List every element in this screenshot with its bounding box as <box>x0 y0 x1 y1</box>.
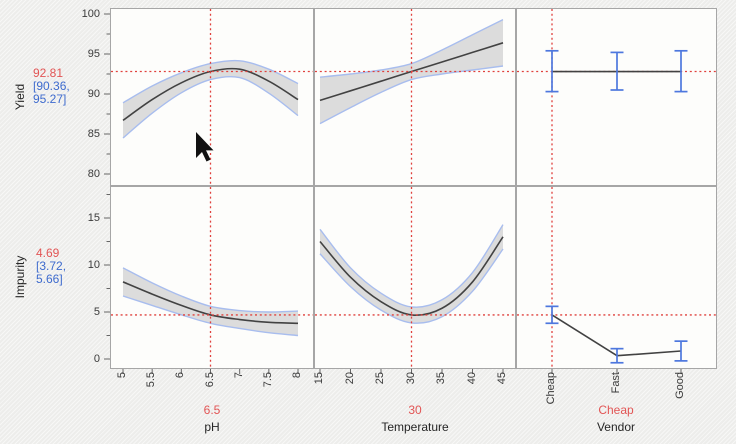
impurity-ci-line1: [3.72, <box>36 259 67 273</box>
panel-border <box>314 186 516 369</box>
response-axis-label-impurity: Impurity <box>13 255 27 299</box>
x-tick-label: 7 <box>232 372 245 379</box>
yield-current-value[interactable]: 92.81 <box>33 66 64 80</box>
y-tick-label: 85 <box>87 128 100 140</box>
x-tick-label: 25 <box>374 372 386 385</box>
error-bar <box>674 49 688 93</box>
x-tick-label: 8 <box>291 372 303 379</box>
profile-cell-impurity-temperature[interactable] <box>314 186 516 369</box>
x-tick-label: 5.5 <box>145 372 158 388</box>
x-tick-label: 20 <box>343 372 356 385</box>
y-tick-label: 95 <box>87 48 100 60</box>
profile-cell-impurity-ph[interactable] <box>110 186 314 369</box>
error-bar <box>610 347 624 364</box>
x-tick-label: 6.5 <box>203 372 216 388</box>
temperature-current-value[interactable]: 30 <box>408 403 422 417</box>
prediction-curve <box>122 281 299 325</box>
panel-border <box>110 8 314 186</box>
error-bar <box>610 51 624 91</box>
y-tick-label: 5 <box>93 306 100 318</box>
y-tick-label: 100 <box>81 8 100 20</box>
panel-border <box>314 8 516 186</box>
band-upper-edge <box>319 224 504 308</box>
error-bar <box>545 305 559 325</box>
panel-border <box>516 186 717 369</box>
x-tick-label: Fast <box>610 372 622 394</box>
impurity-current-value[interactable]: 4.69 <box>36 246 60 260</box>
band-lower-edge <box>122 75 299 139</box>
x-tick-label: 7.5 <box>261 372 274 388</box>
yield-prediction-block: 92.81 [90.36, 95.27] <box>33 67 70 106</box>
y-tick-label: 90 <box>87 88 100 100</box>
ph-current-value[interactable]: 6.5 <box>203 403 221 417</box>
vendor-factor-block: Cheap Vendor <box>546 402 686 436</box>
x-tick-label: 35 <box>435 372 447 385</box>
temperature-factor-name: Temperature <box>381 420 449 434</box>
confidence-band <box>123 60 298 138</box>
band-lower-edge <box>319 65 504 125</box>
profile-cell-yield-ph[interactable] <box>110 8 314 186</box>
impurity-prediction-block: 4.69 [3.72, 5.66] <box>36 247 66 286</box>
x-tick-label: 6 <box>174 372 187 379</box>
impurity-ci-line2: 5.66] <box>36 272 63 286</box>
profile-cell-impurity-vendor[interactable] <box>516 186 717 369</box>
x-tick-label: 45 <box>496 372 508 385</box>
confidence-band <box>123 267 298 336</box>
x-tick-label: 30 <box>404 372 417 385</box>
vendor-factor-name: Vendor <box>596 420 636 434</box>
profile-cell-yield-vendor[interactable] <box>516 8 717 186</box>
ph-factor-name: pH <box>204 420 220 434</box>
vendor-current-value[interactable]: Cheap <box>598 403 634 417</box>
profile-cell-yield-temperature[interactable] <box>314 8 516 186</box>
y-tick-label: 80 <box>87 168 100 180</box>
x-tick-label: 40 <box>465 372 478 385</box>
x-tick-label: 15 <box>313 372 325 385</box>
x-tick-label: 5 <box>116 372 128 379</box>
response-axis-label-yield: Yield <box>13 83 27 111</box>
yield-ci-line2: 95.27] <box>33 92 67 106</box>
y-tick-label: 15 <box>87 212 100 224</box>
error-bar <box>674 340 688 362</box>
yield-ci-line1: [90.36, <box>33 79 70 93</box>
mouse-cursor-icon <box>196 132 214 162</box>
panel-border <box>110 186 314 369</box>
confidence-band <box>320 224 503 324</box>
y-tick-label: 0 <box>93 353 100 365</box>
y-tick-label: 10 <box>87 259 100 271</box>
x-tick-label: Good <box>674 372 686 399</box>
band-upper-edge <box>122 267 299 313</box>
error-bar <box>545 49 559 93</box>
x-tick-label: Cheap <box>545 372 557 405</box>
ph-factor-block: 6.5 pH <box>142 402 282 436</box>
panel-border <box>516 8 717 186</box>
temperature-factor-block: 30 Temperature <box>345 402 485 436</box>
